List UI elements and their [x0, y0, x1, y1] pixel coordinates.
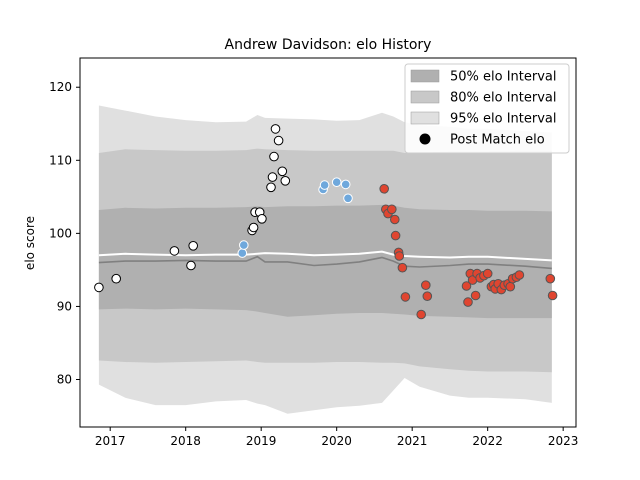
post-match-point	[398, 263, 407, 272]
legend: 50% elo Interval 80% elo Interval 95% elo …	[405, 64, 569, 153]
post-match-point	[341, 180, 350, 189]
post-match-point	[483, 269, 492, 278]
post-match-point	[422, 281, 431, 290]
post-match-point	[189, 242, 198, 251]
chart-title: Andrew Davidson: elo History	[225, 37, 432, 53]
post-match-point	[506, 282, 515, 291]
legend-marker	[420, 134, 431, 145]
legend-label: 95% elo Interval	[450, 112, 557, 127]
post-match-point	[112, 274, 121, 283]
y-axis-label: elo score	[23, 216, 37, 270]
post-match-point	[344, 194, 353, 203]
post-match-point	[423, 292, 432, 301]
y-tick-label: 100	[49, 226, 72, 240]
post-match-point	[281, 177, 290, 186]
post-match-point	[391, 215, 400, 224]
legend-swatch	[411, 112, 439, 124]
legend-swatch	[411, 91, 439, 103]
legend-label: 80% elo Interval	[450, 91, 557, 106]
post-match-point	[240, 241, 249, 250]
post-match-point	[271, 125, 280, 134]
legend-swatch	[411, 70, 439, 82]
post-match-point	[515, 271, 524, 280]
post-match-point	[267, 183, 276, 192]
post-match-point	[95, 283, 104, 292]
post-match-point	[320, 181, 329, 190]
post-match-point	[395, 252, 404, 261]
legend-label: 50% elo Interval	[450, 70, 557, 85]
post-match-point	[258, 215, 267, 224]
post-match-point	[380, 185, 389, 194]
post-match-point	[268, 173, 277, 182]
post-match-point	[391, 231, 400, 240]
post-match-point	[546, 274, 555, 283]
post-match-point	[401, 293, 410, 302]
x-tick-label: 2017	[95, 434, 126, 448]
post-match-point	[464, 298, 473, 307]
y-tick-label: 110	[49, 153, 72, 167]
x-tick-label: 2023	[548, 434, 579, 448]
post-match-point	[274, 136, 283, 145]
x-tick-label: 2018	[170, 434, 201, 448]
y-tick-label: 80	[57, 373, 72, 387]
post-match-point	[270, 152, 279, 161]
post-match-point	[388, 205, 397, 214]
legend-label: Post Match elo	[450, 133, 545, 148]
x-tick-label: 2019	[246, 434, 277, 448]
post-match-point	[417, 310, 426, 319]
post-match-point	[170, 247, 179, 256]
post-match-point	[238, 249, 247, 258]
post-match-point	[332, 178, 341, 187]
post-match-point	[278, 167, 287, 176]
post-match-point	[249, 223, 258, 232]
y-tick-label: 120	[49, 80, 72, 94]
x-tick-label: 2022	[472, 434, 503, 448]
post-match-point	[548, 291, 557, 300]
x-tick-label: 2020	[321, 434, 352, 448]
post-match-point	[187, 261, 196, 270]
x-tick-label: 2021	[397, 434, 428, 448]
y-tick-label: 90	[57, 299, 72, 313]
post-match-point	[471, 291, 480, 300]
